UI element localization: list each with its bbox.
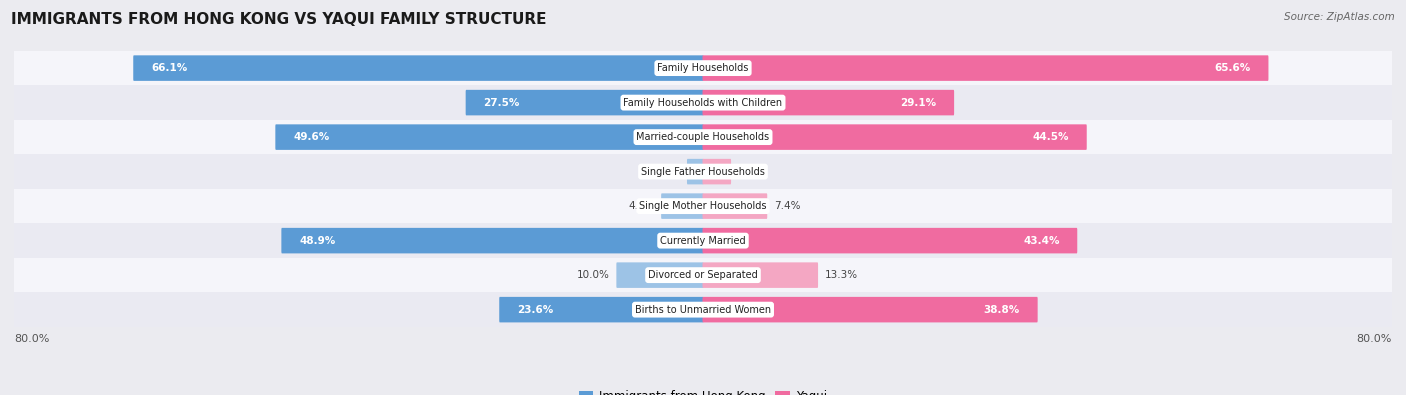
FancyBboxPatch shape [703,262,818,288]
Bar [14,189,1392,224]
FancyBboxPatch shape [661,194,703,219]
Text: Family Households: Family Households [658,63,748,73]
FancyBboxPatch shape [499,297,703,322]
Text: Currently Married: Currently Married [661,236,745,246]
FancyBboxPatch shape [703,228,1077,254]
Text: 49.6%: 49.6% [292,132,329,142]
FancyBboxPatch shape [281,228,703,254]
Bar [14,258,1392,292]
Text: Divorced or Separated: Divorced or Separated [648,270,758,280]
Text: 3.2%: 3.2% [738,167,763,177]
FancyBboxPatch shape [134,55,703,81]
Text: 80.0%: 80.0% [14,334,49,344]
Text: Source: ZipAtlas.com: Source: ZipAtlas.com [1284,12,1395,22]
Legend: Immigrants from Hong Kong, Yaqui: Immigrants from Hong Kong, Yaqui [575,385,831,395]
Text: Single Father Households: Single Father Households [641,167,765,177]
FancyBboxPatch shape [703,159,731,184]
FancyBboxPatch shape [703,55,1268,81]
FancyBboxPatch shape [703,194,768,219]
FancyBboxPatch shape [465,90,703,115]
Bar [14,224,1392,258]
Text: Married-couple Households: Married-couple Households [637,132,769,142]
Bar [14,51,1392,85]
Text: 44.5%: 44.5% [1032,132,1069,142]
Text: 4.8%: 4.8% [628,201,655,211]
Text: Family Households with Children: Family Households with Children [623,98,783,107]
Text: 38.8%: 38.8% [984,305,1019,315]
Text: 7.4%: 7.4% [773,201,800,211]
Bar [14,120,1392,154]
Text: 43.4%: 43.4% [1024,236,1060,246]
Bar [14,292,1392,327]
Text: 66.1%: 66.1% [150,63,187,73]
FancyBboxPatch shape [703,124,1087,150]
Text: 23.6%: 23.6% [517,305,553,315]
Text: 65.6%: 65.6% [1215,63,1251,73]
FancyBboxPatch shape [703,90,955,115]
FancyBboxPatch shape [276,124,703,150]
Text: IMMIGRANTS FROM HONG KONG VS YAQUI FAMILY STRUCTURE: IMMIGRANTS FROM HONG KONG VS YAQUI FAMIL… [11,12,547,27]
Bar [14,85,1392,120]
FancyBboxPatch shape [616,262,703,288]
Text: 29.1%: 29.1% [900,98,936,107]
Text: 27.5%: 27.5% [484,98,520,107]
Text: Births to Unmarried Women: Births to Unmarried Women [636,305,770,315]
FancyBboxPatch shape [703,297,1038,322]
Text: 13.3%: 13.3% [824,270,858,280]
Text: 48.9%: 48.9% [299,236,336,246]
Text: 10.0%: 10.0% [576,270,610,280]
FancyBboxPatch shape [688,159,703,184]
Text: 1.8%: 1.8% [654,167,681,177]
Text: Single Mother Households: Single Mother Households [640,201,766,211]
Text: 80.0%: 80.0% [1357,334,1392,344]
Bar [14,154,1392,189]
